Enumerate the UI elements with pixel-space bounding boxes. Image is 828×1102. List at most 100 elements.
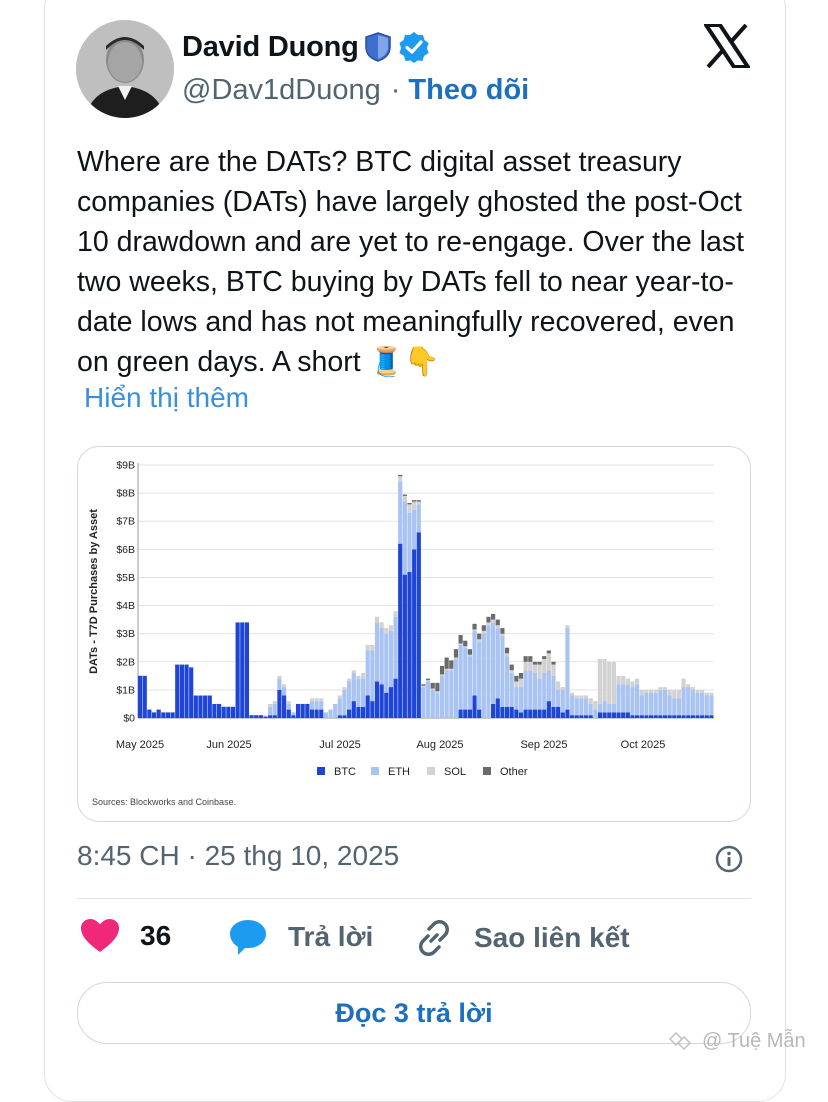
bar-sol [504,653,510,657]
bar-btc [602,712,607,718]
reply-label[interactable]: Trả lời [288,921,374,952]
bar-eth [491,622,496,704]
bar-eth [398,481,403,544]
info-icon[interactable] [714,844,744,874]
bar-btc [165,712,171,718]
link-icon[interactable] [414,918,454,958]
y-tick-label: $5B [116,572,135,584]
bar-eth [690,689,695,716]
bar-eth [551,675,556,707]
bar-eth [435,692,440,718]
bar-other [421,684,426,686]
bar-sol [593,701,598,710]
bar-btc [360,706,366,718]
bar-other [407,502,412,505]
bar-btc [342,715,347,718]
bar-sol [268,703,273,707]
bar-btc [179,664,184,718]
tweet-timestamp[interactable]: 8:45 CH · 25 thg 10, 2025 [77,840,400,871]
legend-swatch [483,767,491,775]
bar-sol [560,687,565,690]
bar-btc [597,712,603,718]
y-tick-label: $2B [116,656,135,668]
bar-btc [700,715,705,718]
copy-link-action[interactable]: Sao liên kết [414,918,630,958]
x-tick-label: Oct 2025 [621,739,666,751]
bar-sol [695,689,700,693]
tweet-media-chart[interactable]: $0 $1B $2B $3B $4B $5B $6B $7B $8B $9B DATs - T7D … [77,446,751,822]
person-avatar-icon [76,20,174,118]
bar-sol [616,675,621,685]
bar-sol [463,646,468,648]
legend-label: ETH [388,766,410,778]
bar-btc [295,703,301,718]
bar-eth [630,687,635,716]
bar-btc [686,715,691,718]
bar-btc [658,715,663,718]
author-handle[interactable]: @Dav1dDuong [182,74,381,106]
bar-other [546,650,551,654]
bar-eth [416,504,421,533]
show-more-link[interactable]: Hiển thị thêm [84,382,249,413]
copy-link-label[interactable]: Sao liên kết [474,922,630,953]
bar-sol [625,678,630,685]
follow-button[interactable]: Theo dõi [408,74,530,106]
bar-eth [579,698,584,716]
bar-sol [398,476,403,482]
bar-eth [407,512,412,572]
bar-sol [607,661,612,704]
bar-eth [402,501,407,575]
bar-eth [537,678,542,710]
y-axis-label: DATs - T7D Purchases by Asset [88,509,100,674]
x-tick-label: Sep 2025 [520,739,567,751]
author-avatar[interactable] [76,20,174,118]
bar-btc [477,709,482,718]
bar-other [449,660,454,669]
bar-sol [286,701,291,704]
bar-other [495,619,500,626]
bar-btc [198,695,203,718]
bar-eth [542,673,547,710]
bar-btc [653,715,658,718]
y-tick-label: $8B [116,488,135,500]
bar-eth [495,628,500,699]
bar-btc [662,715,668,718]
bar-other [463,640,468,647]
x-logo-icon[interactable] [704,24,750,68]
bar-btc [309,709,315,718]
watermark-text: @ Tuệ Mẫn [702,1030,806,1052]
bar-eth [500,636,505,707]
bar-eth [644,692,649,716]
bar-eth [337,698,342,716]
bar-other [477,633,482,640]
bar-sol [439,674,445,676]
bar-eth [453,658,459,718]
bar-eth [323,712,328,718]
bar-eth [458,644,463,710]
bar-eth [695,692,700,716]
bar-sol [263,715,268,717]
bar-btc [240,622,245,718]
heart-icon[interactable] [80,918,120,954]
bar-btc [704,715,709,718]
read-replies-button[interactable]: Đọc 3 trả lời [77,982,751,1044]
watermark: @ Tuệ Mẫn [668,1030,806,1053]
reply-action[interactable]: Trả lời [228,918,373,956]
bar-btc [319,709,324,718]
y-tick-label: $6B [116,544,135,556]
bar-eth [597,703,603,713]
bar-btc [528,709,533,718]
bar-btc [286,709,291,718]
bar-sol [672,689,677,699]
author-name[interactable]: David Duong [182,30,359,63]
bar-other [435,682,440,692]
bar-btc [370,701,375,718]
author-name-row[interactable]: David Duong [182,30,431,64]
bar-btc [138,675,143,718]
bar-eth [268,706,273,716]
bar-other [514,675,519,682]
bar-btc [282,695,287,718]
bar-sol [621,675,626,685]
speech-bubble-icon[interactable] [228,918,268,956]
like-action[interactable]: 36 [80,918,171,954]
